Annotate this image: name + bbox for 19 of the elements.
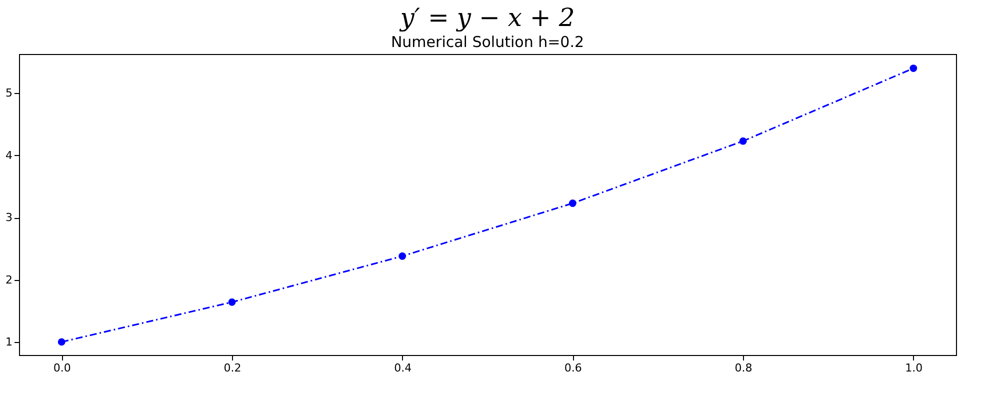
point [568,200,576,207]
point [398,252,406,260]
point [228,298,236,306]
point [739,137,747,145]
point [58,338,66,346]
chart-title: y′ = y − x + 2 [399,3,575,32]
y-tick-label: 2 [6,273,12,286]
x-tick-label: 1.0 [905,362,923,374]
x-tick-label: 0.2 [224,362,242,374]
point [910,64,918,72]
y-tick-label: 1 [6,335,12,348]
y-tick-label: 4 [6,148,12,162]
chart-subtitle: Numerical Solution h=0.2 [390,33,584,51]
x-tick-label: 0.8 [734,362,752,374]
x-tick-label: 0.6 [564,362,582,374]
x-tick-label: 0.0 [53,362,71,374]
y-tick-label: 3 [6,211,12,224]
y-tick-label: 5 [6,86,12,100]
x-tick-label: 0.4 [394,362,412,374]
